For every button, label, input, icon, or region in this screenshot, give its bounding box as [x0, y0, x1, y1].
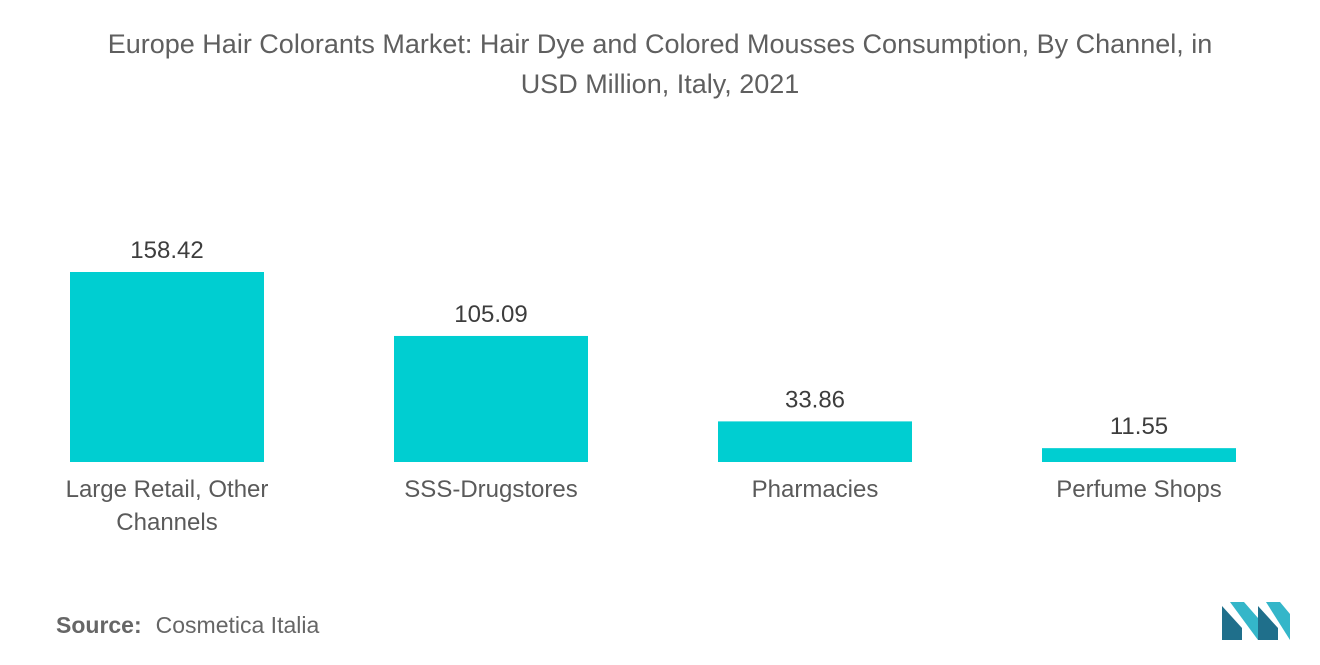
bar: [70, 272, 264, 462]
source-text: Cosmetica Italia: [155, 612, 320, 638]
category-label-line: Channels: [116, 509, 217, 536]
category-label: Pharmacies: [752, 476, 879, 503]
bar: [394, 335, 588, 462]
bar-group: 105.09 SSS-Drugstores: [394, 301, 588, 503]
bar: [718, 421, 912, 462]
chart-title-line-1: Europe Hair Colorants Market: Hair Dye a…: [107, 29, 1213, 59]
category-label-line: Large Retail, Other: [66, 476, 269, 503]
category-label-line: SSS-Drugstores: [404, 476, 577, 503]
bar-value-label: 11.55: [1110, 413, 1168, 440]
bar: [1042, 448, 1236, 462]
category-label-line: Perfume Shops: [1056, 476, 1221, 503]
bar-group: 11.55 Perfume Shops: [1042, 413, 1236, 503]
bar-value-label: 158.42: [130, 237, 203, 264]
source-note: Source: Cosmetica Italia: [56, 612, 319, 639]
chart-title: Europe Hair Colorants Market: Hair Dye a…: [0, 24, 1320, 104]
bar-group: 158.42 Large Retail, Other Channels: [66, 237, 269, 536]
mordor-intelligence-logo-icon: [1222, 602, 1290, 640]
category-label: Perfume Shops: [1056, 476, 1221, 503]
source-label: Source:: [56, 612, 142, 638]
chart-title-line-2: USD Million, Italy, 2021: [520, 69, 800, 99]
category-label: Large Retail, Other Channels: [66, 476, 269, 536]
bar-value-label: 33.86: [785, 386, 845, 413]
category-label-line: Pharmacies: [752, 476, 879, 503]
bar-group: 33.86 Pharmacies: [718, 386, 912, 503]
bar-value-label: 105.09: [454, 301, 527, 328]
bar-chart: 158.42 Large Retail, Other Channels 105.09 S…: [66, 237, 1236, 536]
category-label: SSS-Drugstores: [404, 476, 577, 503]
